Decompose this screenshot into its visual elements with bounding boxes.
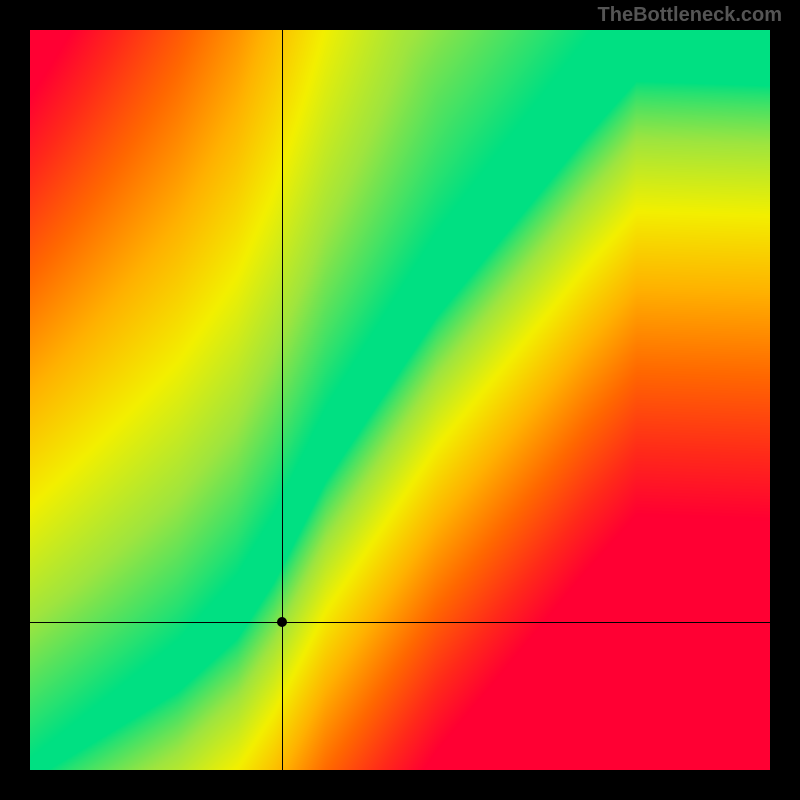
heatmap-canvas (30, 30, 770, 770)
watermark-text: TheBottleneck.com (598, 4, 782, 27)
crosshair-marker (277, 617, 287, 627)
crosshair-vertical (282, 30, 283, 770)
crosshair-horizontal (30, 622, 770, 623)
heatmap-plot (30, 30, 770, 770)
